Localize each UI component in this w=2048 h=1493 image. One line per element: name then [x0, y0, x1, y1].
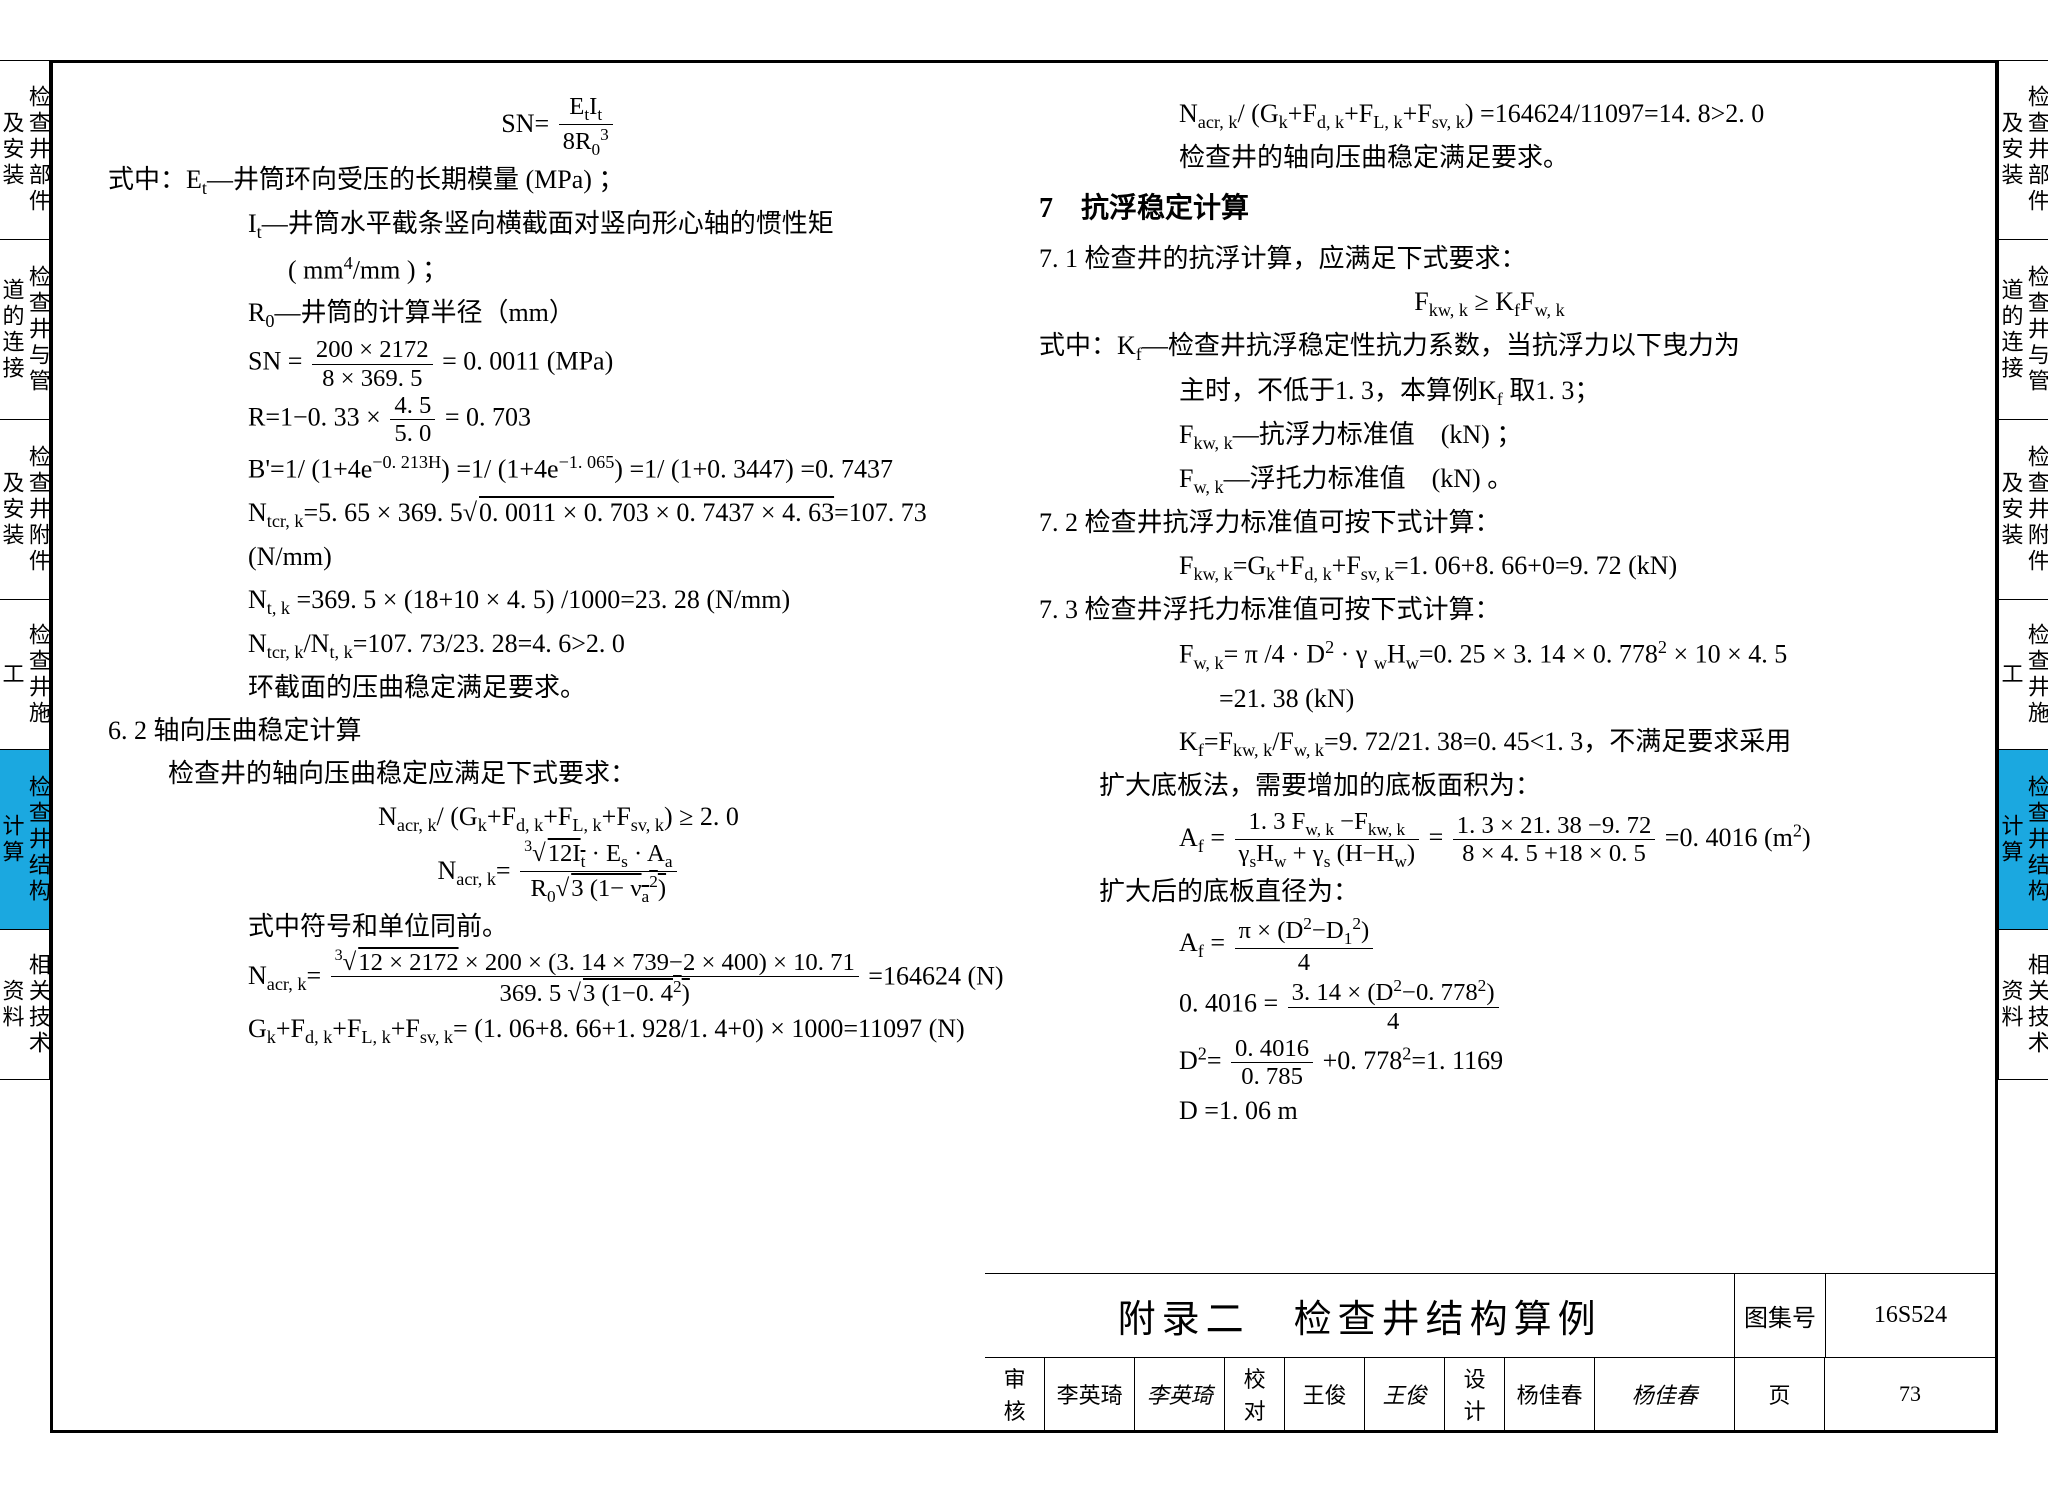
ring-ok: 环截面的压曲稳定满足要求。 — [108, 667, 1009, 710]
left-sidebar: 检查井部件及安装检查井与管道的连接检查井附件及安装检查井施工检查井结构计算相关技… — [0, 60, 50, 1080]
formula-62a: Nacr, k/ (Gk+Fd, k+FL, k+Fsv, k) ≥ 2. 0 — [108, 796, 1009, 840]
Gsum-calc: Gk+Fd, k+FL, k+Fsv, k= (1. 06+8. 66+1. 9… — [108, 1008, 1009, 1052]
drawing-frame: SN= EtIt8R03 式中：Et—井筒环向受压的长期模量 (MPa) ； I… — [50, 60, 1998, 1433]
sidebar-tab-0[interactable]: 检查井部件及安装 — [1998, 60, 2048, 240]
D-result: D =1. 06 m — [1039, 1090, 1940, 1133]
sidebar-tab-5[interactable]: 相关技术资料 — [0, 930, 50, 1080]
sidebar-tab-4[interactable]: 检查井结构计算 — [1998, 750, 2048, 930]
drawing-title: 附录二 检查井结构算例 — [985, 1274, 1735, 1357]
review-sig: 李英琦 — [1135, 1358, 1225, 1430]
Ntk-calc: Nt, k =369. 5 × (18+10 × 4. 5) /1000=23.… — [108, 579, 1009, 623]
page-number: 73 — [1825, 1358, 1995, 1430]
review-name: 李英琦 — [1045, 1358, 1135, 1430]
formula-71: Fkw, k ≥ KfFw, k — [1039, 281, 1940, 325]
sidebar-tab-3[interactable]: 检查井施工 — [1998, 600, 2048, 750]
section-7-2: 7. 2 检查井抗浮力标准值可按下式计算： — [1039, 502, 1940, 545]
check-sig: 王俊 — [1365, 1358, 1445, 1430]
def-It-unit: ( mm4/mm ) ； — [108, 248, 1009, 293]
R-calc: R=1−0. 33 × 4. 55. 0 = 0. 703 — [108, 392, 1009, 447]
sidebar-tab-4[interactable]: 检查井结构计算 — [0, 750, 50, 930]
sidebar-tab-0[interactable]: 检查井部件及安装 — [0, 60, 50, 240]
sidebar-tab-1[interactable]: 检查井与管道的连接 — [0, 240, 50, 420]
section-7: 7 抗浮稳定计算 — [1039, 186, 1940, 232]
right-sidebar: 检查井部件及安装检查井与管道的连接检查井附件及安装检查井施工检查井结构计算相关技… — [1998, 60, 2048, 1080]
content-body: SN= EtIt8R03 式中：Et—井筒环向受压的长期模量 (MPa) ； I… — [53, 63, 1995, 1273]
expand2-note: 扩大后的底板直径为： — [1039, 871, 1940, 914]
N-ratio-2: Nacr, k/ (Gk+Fd, k+FL, k+Fsv, k) =164624… — [1039, 93, 1940, 137]
sec62-intro: 检查井的轴向压曲稳定应满足下式要求： — [108, 753, 1009, 796]
title-block: 附录二 检查井结构算例 图集号 16S524 审核 李英琦 李英琦 校对 王俊 … — [985, 1273, 1995, 1430]
def-Kf: 式中：Kf—检查井抗浮稳定性抗力系数，当抗浮力以下曳力为 — [1039, 325, 1940, 369]
atlas-label: 图集号 — [1735, 1274, 1825, 1357]
sym-note: 式中符号和单位同前。 — [108, 906, 1009, 949]
Nacr-calc: Nacr, k= 3√12 × 2172 × 200 × (3. 14 × 73… — [108, 949, 1009, 1008]
N-ratio-calc: Ntcr, k/Nt, k=107. 73/23. 28=4. 6>2. 0 — [108, 623, 1009, 667]
sidebar-tab-3[interactable]: 检查井施工 — [0, 600, 50, 750]
def-Fkw: Fkw, k—抗浮力标准值 (kN) ； — [1039, 414, 1940, 458]
expand-note: 扩大底板法，需要增加的底板面积为： — [1039, 765, 1940, 808]
design-label: 设计 — [1445, 1358, 1505, 1430]
def-Kf-2: 主时，不低于1. 3，本算例Kf 取1. 3； — [1039, 370, 1940, 414]
def-It: It—井筒水平截条竖向横截面对竖向形心轴的惯性矩 — [108, 203, 1009, 247]
section-7-3: 7. 3 检查井浮托力标准值可按下式计算： — [1039, 589, 1940, 632]
formula-73b: =21. 38 (kN) — [1039, 678, 1940, 721]
section-6-2: 6. 2 轴向压曲稳定计算 — [108, 710, 1009, 753]
atlas-number: 16S524 — [1825, 1274, 1995, 1357]
formula-62b: Nacr, k= 3√12It · Es · Aa R0√3 (1− νa2) — [108, 840, 1009, 906]
sidebar-tab-5[interactable]: 相关技术资料 — [1998, 930, 2048, 1080]
Af-formula: Af = 1. 3 Fw, k −Fkw, kγsHw + γs (H−Hw) … — [1039, 808, 1940, 871]
formula-SN: SN= EtIt8R03 — [108, 93, 1009, 159]
page-label: 页 — [1735, 1358, 1825, 1430]
Kf-calc: Kf=Fkw, k/Fw, k=9. 72/21. 38=0. 45<1. 3，… — [1039, 721, 1940, 765]
Af2-formula: Af = π × (D2−D12)4 — [1039, 914, 1940, 976]
right-column: Nacr, k/ (Gk+Fd, k+FL, k+Fsv, k) =164624… — [1024, 93, 1955, 1263]
def-R0: R0—井筒的计算半径（mm） — [108, 292, 1009, 336]
SN-calc: SN = 200 × 21728 × 369. 5 = 0. 0011 (MPa… — [108, 336, 1009, 391]
B-calc: B'=1/ (1+4e−0. 213H) =1/ (1+4e−1. 065) =… — [108, 447, 1009, 492]
def-Fw: Fw, k—浮托力标准值 (kN) 。 — [1039, 458, 1940, 502]
formula-73a: Fw, k= π /4 · D2 · γ wHw=0. 25 × 3. 14 ×… — [1039, 632, 1940, 678]
eq1: 0. 4016 = 3. 14 × (D2−0. 7782)4 — [1039, 976, 1940, 1035]
formula-72: Fkw, k=Gk+Fd, k+Fsv, k=1. 06+8. 66+0=9. … — [1039, 545, 1940, 589]
design-name: 杨佳春 — [1505, 1358, 1595, 1430]
sidebar-tab-2[interactable]: 检查井附件及安装 — [0, 420, 50, 600]
review-label: 审核 — [985, 1358, 1045, 1430]
sidebar-tab-2[interactable]: 检查井附件及安装 — [1998, 420, 2048, 600]
page: 检查井部件及安装检查井与管道的连接检查井附件及安装检查井施工检查井结构计算相关技… — [0, 0, 2048, 1493]
left-column: SN= EtIt8R03 式中：Et—井筒环向受压的长期模量 (MPa) ； I… — [93, 93, 1024, 1263]
D2-calc: D2= 0. 40160. 785 +0. 7782=1. 1169 — [1039, 1035, 1940, 1090]
section-7-1: 7. 1 检查井的抗浮计算，应满足下式要求： — [1039, 238, 1940, 281]
def-Et: 式中：Et—井筒环向受压的长期模量 (MPa) ； — [108, 159, 1009, 203]
sidebar-tab-1[interactable]: 检查井与管道的连接 — [1998, 240, 2048, 420]
Ntcr-calc: Ntcr, k=5. 65 × 369. 5√0. 0011 × 0. 703 … — [108, 492, 1009, 579]
axial-ok: 检查井的轴向压曲稳定满足要求。 — [1039, 137, 1940, 180]
check-label: 校对 — [1225, 1358, 1285, 1430]
check-name: 王俊 — [1285, 1358, 1365, 1430]
design-sig: 杨佳春 — [1595, 1358, 1735, 1430]
